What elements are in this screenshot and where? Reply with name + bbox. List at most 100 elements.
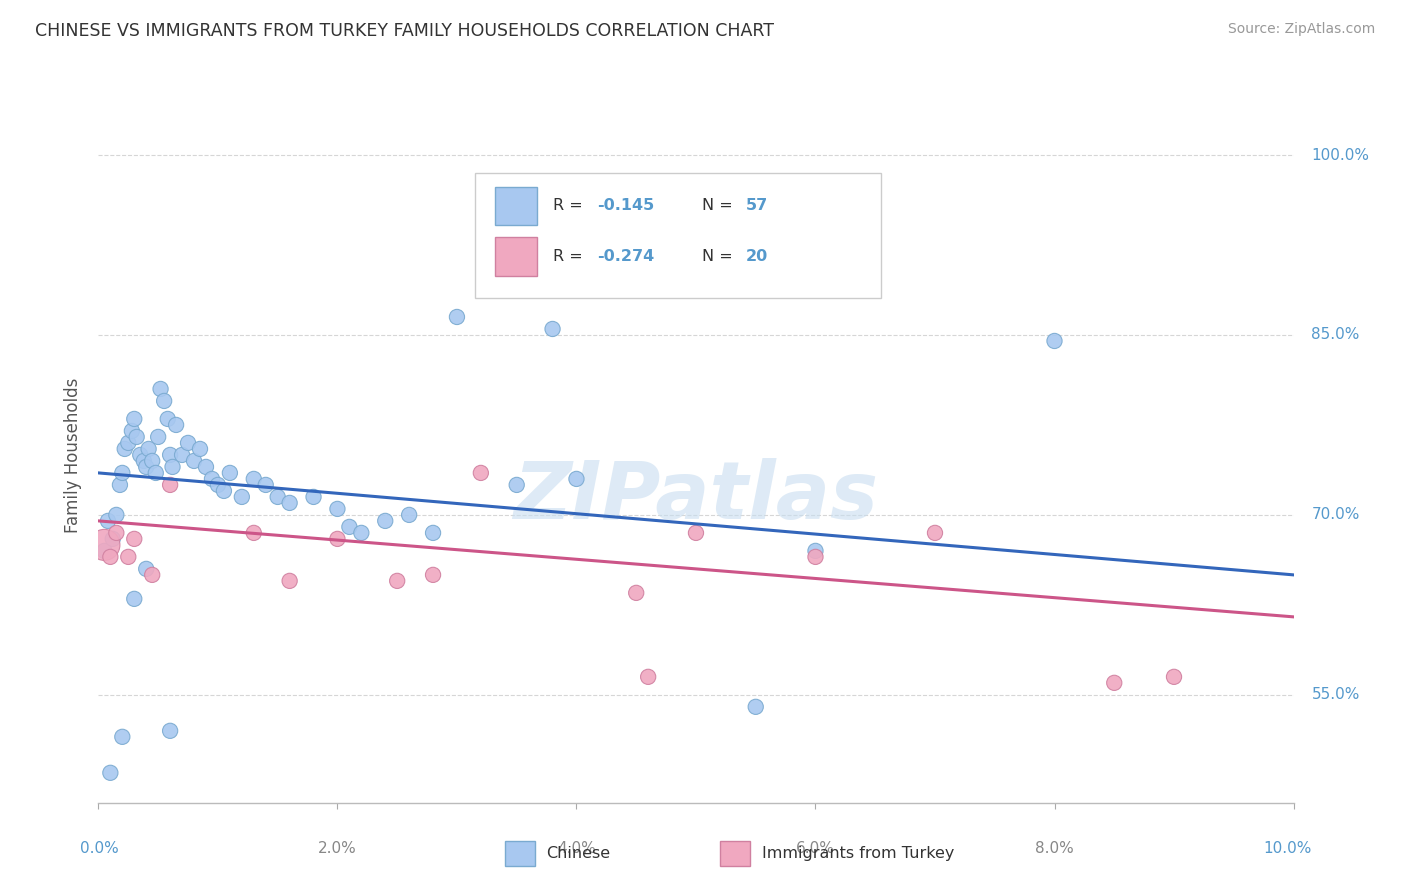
FancyBboxPatch shape — [505, 841, 534, 866]
Point — [231, 490, 253, 504]
Point — [207, 478, 229, 492]
Point — [374, 514, 396, 528]
Point — [541, 322, 564, 336]
Point — [745, 699, 768, 714]
Point — [278, 574, 301, 588]
Point — [162, 459, 184, 474]
Text: 20: 20 — [747, 249, 769, 264]
Point — [111, 730, 134, 744]
Point — [124, 412, 146, 426]
Point — [326, 532, 349, 546]
Point — [114, 442, 136, 456]
Y-axis label: Family Households: Family Households — [65, 377, 83, 533]
Point — [125, 430, 148, 444]
Text: 100.0%: 100.0% — [1312, 147, 1369, 162]
Text: 70.0%: 70.0% — [1312, 508, 1360, 523]
Point — [804, 549, 827, 564]
Point — [446, 310, 468, 324]
Point — [194, 459, 218, 474]
Point — [135, 562, 157, 576]
Point — [148, 430, 170, 444]
Text: 0.0%: 0.0% — [80, 841, 120, 856]
Point — [254, 478, 277, 492]
Point — [506, 478, 529, 492]
Point — [1163, 670, 1185, 684]
Text: Chinese: Chinese — [547, 847, 610, 861]
Text: 57: 57 — [747, 198, 769, 213]
Point — [565, 472, 588, 486]
Point — [924, 525, 946, 540]
Point — [108, 478, 131, 492]
Text: ZIPatlas: ZIPatlas — [513, 458, 879, 536]
Point — [156, 412, 179, 426]
Text: 6.0%: 6.0% — [796, 841, 835, 856]
Point — [129, 448, 152, 462]
Point — [98, 549, 122, 564]
Point — [124, 591, 146, 606]
Point — [470, 466, 492, 480]
Text: Source: ZipAtlas.com: Source: ZipAtlas.com — [1227, 22, 1375, 37]
Point — [124, 532, 146, 546]
Text: CHINESE VS IMMIGRANTS FROM TURKEY FAMILY HOUSEHOLDS CORRELATION CHART: CHINESE VS IMMIGRANTS FROM TURKEY FAMILY… — [35, 22, 775, 40]
Point — [159, 723, 181, 738]
Point — [93, 544, 115, 558]
Text: -0.274: -0.274 — [596, 249, 654, 264]
Point — [188, 442, 211, 456]
Point — [165, 417, 187, 432]
Point — [159, 448, 181, 462]
Text: 2.0%: 2.0% — [318, 841, 357, 856]
Text: 8.0%: 8.0% — [1035, 841, 1074, 856]
Point — [141, 454, 163, 468]
Point — [111, 466, 134, 480]
Point — [1043, 334, 1066, 348]
FancyBboxPatch shape — [495, 186, 537, 225]
Point — [177, 436, 200, 450]
Point — [159, 478, 181, 492]
Point — [685, 525, 707, 540]
Point — [278, 496, 301, 510]
Text: R =: R = — [553, 198, 588, 213]
FancyBboxPatch shape — [475, 173, 882, 298]
Point — [422, 525, 444, 540]
Point — [385, 574, 409, 588]
Point — [138, 442, 160, 456]
Point — [804, 544, 827, 558]
FancyBboxPatch shape — [495, 237, 537, 276]
Point — [219, 466, 242, 480]
Text: 10.0%: 10.0% — [1263, 841, 1312, 856]
Point — [183, 454, 205, 468]
Point — [105, 525, 128, 540]
Point — [132, 454, 155, 468]
Point — [243, 525, 266, 540]
Point — [624, 586, 647, 600]
Text: R =: R = — [553, 249, 588, 264]
Text: Immigrants from Turkey: Immigrants from Turkey — [762, 847, 955, 861]
Point — [637, 670, 659, 684]
Point — [93, 538, 115, 552]
Point — [149, 382, 172, 396]
Point — [172, 448, 194, 462]
Point — [141, 567, 163, 582]
Point — [98, 765, 122, 780]
Point — [201, 472, 224, 486]
Point — [153, 393, 176, 408]
Text: N =: N = — [702, 198, 738, 213]
Point — [105, 508, 128, 522]
Point — [121, 424, 143, 438]
Text: N =: N = — [702, 249, 738, 264]
Text: 4.0%: 4.0% — [557, 841, 596, 856]
FancyBboxPatch shape — [720, 841, 749, 866]
Point — [302, 490, 325, 504]
Point — [135, 459, 157, 474]
Point — [339, 520, 360, 534]
Point — [101, 532, 124, 546]
Point — [117, 436, 139, 450]
Point — [267, 490, 290, 504]
Point — [326, 502, 349, 516]
Text: 85.0%: 85.0% — [1312, 327, 1360, 343]
Text: -0.145: -0.145 — [596, 198, 654, 213]
Point — [350, 525, 373, 540]
Point — [422, 567, 444, 582]
Point — [212, 483, 235, 498]
Point — [145, 466, 167, 480]
